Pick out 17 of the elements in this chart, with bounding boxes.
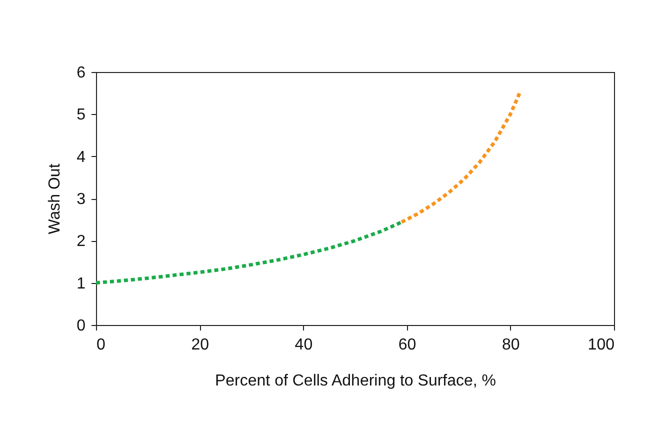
y-axis-title: Wash Out [46,163,64,234]
y-tick-label: 6 [76,64,86,82]
y-tick-label: 5 [76,106,86,124]
x-tick-label: 0 [96,336,106,354]
x-tick-label: 60 [398,336,416,354]
y-tick-label: 1 [76,275,86,292]
y-tick-label: 3 [76,191,86,208]
x-tick-label: 80 [502,336,520,354]
x-tick-label: 40 [294,336,313,354]
y-tick-label: 0 [76,318,86,334]
y-tick-label: 4 [76,148,86,166]
line-series [400,88,523,224]
x-tick-label: 100 [588,336,615,354]
x-axis-title: Percent of Cells Adhering to Surface, % [214,372,496,390]
x-tick-label: 20 [191,336,210,354]
y-tick-label: 2 [76,233,86,250]
line-series [94,220,404,285]
